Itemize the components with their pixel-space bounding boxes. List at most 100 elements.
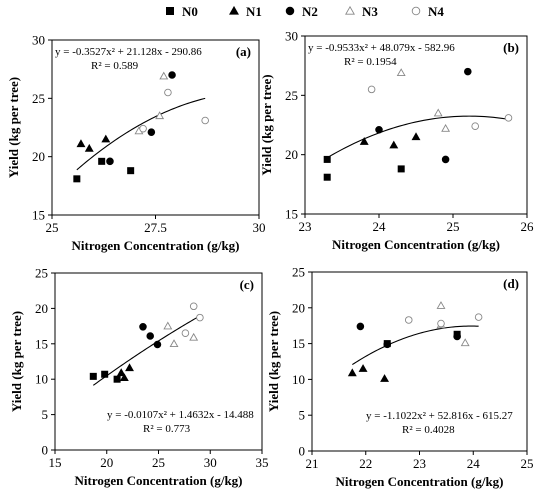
x-tick-label: 24 xyxy=(467,456,481,471)
data-point-n2 xyxy=(375,125,383,134)
legend-label-n4: N4 xyxy=(428,4,444,19)
data-point-n3 xyxy=(436,301,446,309)
data-point-n4 xyxy=(474,313,483,321)
panel-label: (b) xyxy=(503,40,519,55)
data-point-n2 xyxy=(146,332,154,340)
r-squared-label: R² = 0.4028 xyxy=(402,424,455,436)
data-point-n2 xyxy=(464,67,472,76)
legend-label-n3: N3 xyxy=(362,4,378,19)
y-tick-label: 5 xyxy=(42,407,49,422)
data-point-n1 xyxy=(116,368,126,377)
y-tick-label: 0 xyxy=(42,443,49,458)
x-tick-label: 25 xyxy=(46,220,59,235)
regression-equation: y = -0.0107x² + 1.4632x - 14.488 xyxy=(107,409,254,421)
data-point-n1 xyxy=(411,132,421,141)
legend-marker-n4 xyxy=(411,6,421,16)
x-axis-title: Nitrogen Concentration (g/kg) xyxy=(74,473,242,488)
data-point-n1 xyxy=(389,140,399,149)
data-point-n2 xyxy=(147,128,156,136)
data-point-n1 xyxy=(84,143,94,152)
data-point-n3 xyxy=(396,68,406,77)
data-point-n3 xyxy=(169,339,179,348)
x-tick-label: 25 xyxy=(447,219,460,234)
trendline xyxy=(352,325,479,366)
data-point-n1 xyxy=(119,373,129,382)
r-squared-label: R² = 0.589 xyxy=(91,60,139,72)
data-point-n3 xyxy=(189,332,199,341)
panel-label: (d) xyxy=(503,276,519,291)
y-tick-label: 30 xyxy=(32,33,45,48)
y-tick-label: 5 xyxy=(299,408,306,423)
x-axis-title: Nitrogen Concentration (g/kg) xyxy=(335,474,503,489)
legend-label-n0: N0 xyxy=(182,4,198,19)
x-tick-label: 15 xyxy=(49,455,62,470)
data-point-n3 xyxy=(163,321,173,330)
x-tick-label: 24 xyxy=(373,219,387,234)
x-tick-label: 26 xyxy=(521,219,535,234)
data-point-n2 xyxy=(106,157,114,166)
data-point-n3 xyxy=(441,123,451,132)
data-point-n4 xyxy=(196,313,204,322)
data-point-n1 xyxy=(347,368,357,377)
y-tick-label: 20 xyxy=(35,301,48,316)
r-squared-label: R² = 0.773 xyxy=(143,423,191,435)
data-point-n0 xyxy=(323,155,331,163)
y-axis-title: Yield (kg per tree) xyxy=(6,77,21,178)
x-tick-label: 27.5 xyxy=(144,220,167,235)
y-tick-label: 25 xyxy=(285,88,298,103)
data-point-n0 xyxy=(397,165,405,173)
regression-equation: y = -1.1022x² + 52.816x - 615.27 xyxy=(366,410,513,422)
y-tick-label: 15 xyxy=(285,207,298,222)
data-point-n4 xyxy=(139,124,147,133)
data-point-n4 xyxy=(367,85,376,94)
legend-marker-n0 xyxy=(166,7,174,15)
legend-marker-n2 xyxy=(285,6,295,16)
y-axis-title: Yield (kg per tree) xyxy=(9,311,24,412)
y-axis-title: Yield (kg per tree) xyxy=(259,74,274,175)
y-tick-label: 15 xyxy=(32,208,45,223)
x-tick-label: 21 xyxy=(306,456,319,471)
y-tick-label: 25 xyxy=(35,266,48,281)
x-tick-label: 23 xyxy=(413,456,426,471)
x-tick-label: 20 xyxy=(100,455,113,470)
data-point-n0 xyxy=(98,157,106,165)
trendline xyxy=(326,115,509,159)
y-tick-label: 15 xyxy=(35,336,48,351)
legend-marker-n3 xyxy=(345,5,355,15)
data-point-n2 xyxy=(441,155,450,164)
x-tick-label: 35 xyxy=(256,455,269,470)
x-axis-title: Nitrogen Concentration (g/kg) xyxy=(332,237,500,252)
chart-panel-d: 21 22 23 24 25 0 5 10 15 20 25 Nitrogen Concentrati… xyxy=(266,265,534,490)
regression-equation: y = -0.9533x² + 48.079x - 582.96 xyxy=(308,42,455,54)
data-point-n0 xyxy=(101,370,109,378)
data-point-n4 xyxy=(504,114,513,122)
y-tick-label: 10 xyxy=(35,372,48,387)
chart-panel-c: 15 20 25 30 35 0 5 10 15 20 25 Nitrogen Concentrati… xyxy=(9,266,269,489)
data-point-n4 xyxy=(201,116,209,125)
data-point-n4 xyxy=(404,316,413,324)
legend-marker-n1 xyxy=(229,5,239,15)
y-tick-label: 15 xyxy=(292,336,305,351)
plot-frame xyxy=(304,35,528,215)
data-point-n2 xyxy=(356,322,365,331)
data-point-n1 xyxy=(358,364,368,372)
y-tick-label: 30 xyxy=(285,29,298,44)
trendline xyxy=(92,315,201,386)
legend-label-n1: N1 xyxy=(246,4,262,19)
data-point-n2 xyxy=(383,340,392,349)
data-point-n1 xyxy=(101,134,111,143)
data-point-n2 xyxy=(453,332,461,341)
data-point-n0 xyxy=(89,372,97,380)
x-tick-label: 23 xyxy=(299,219,312,234)
y-tick-label: 10 xyxy=(292,372,305,387)
x-tick-label: 25 xyxy=(152,455,165,470)
data-point-n1 xyxy=(125,363,134,372)
r-squared-label: R² = 0.1954 xyxy=(344,56,397,68)
x-axis-title: Nitrogen Concentration (g/kg) xyxy=(71,238,239,253)
data-point-n2 xyxy=(139,323,147,331)
data-point-n1 xyxy=(380,374,390,382)
data-point-n3 xyxy=(433,108,443,117)
data-point-n4 xyxy=(471,122,479,130)
data-point-n3 xyxy=(159,71,169,80)
